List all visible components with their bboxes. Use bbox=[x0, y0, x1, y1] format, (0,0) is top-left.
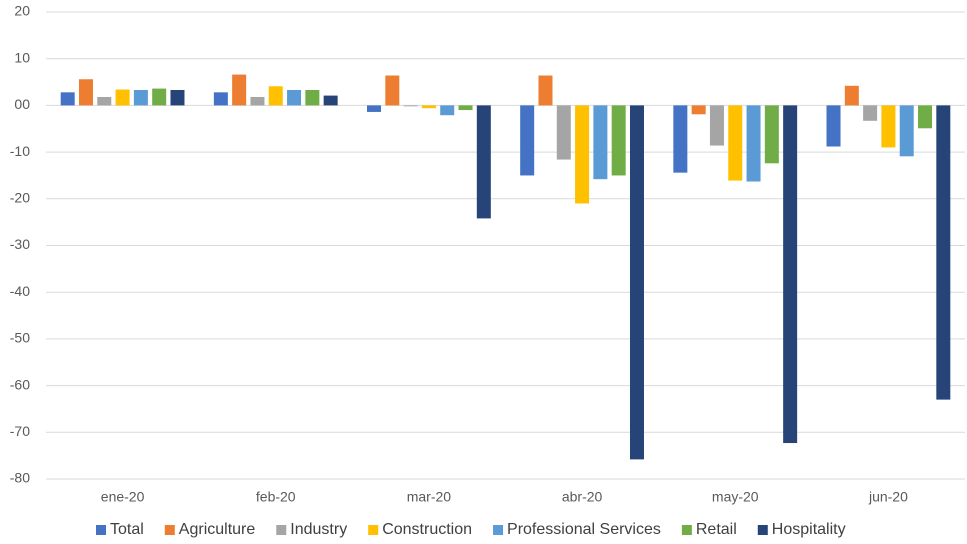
bar bbox=[78, 79, 93, 106]
bar bbox=[403, 105, 418, 107]
bar bbox=[538, 75, 553, 106]
y-tick-label: 00 bbox=[14, 96, 30, 112]
legend-swatch bbox=[757, 525, 768, 535]
bar bbox=[728, 105, 743, 181]
bar bbox=[936, 105, 951, 400]
x-tick-label: mar-20 bbox=[407, 489, 452, 505]
bar bbox=[629, 105, 644, 460]
legend-swatch bbox=[368, 525, 379, 535]
bar bbox=[305, 89, 320, 106]
x-tick-label: abr-20 bbox=[562, 489, 603, 505]
bar bbox=[709, 105, 724, 146]
bar bbox=[213, 92, 228, 106]
bar bbox=[170, 89, 185, 106]
legend-label: Agriculture bbox=[179, 521, 256, 538]
y-tick-label: -20 bbox=[10, 190, 30, 206]
legend-label: Construction bbox=[382, 521, 472, 538]
legend-swatch bbox=[681, 525, 692, 535]
legend-swatch bbox=[164, 525, 175, 535]
y-tick-label: -60 bbox=[10, 376, 30, 392]
y-tick-label: 10 bbox=[14, 49, 30, 65]
legend-label: Total bbox=[110, 521, 144, 538]
bar bbox=[691, 105, 706, 115]
bar bbox=[367, 105, 382, 112]
bar bbox=[673, 105, 688, 173]
bar bbox=[556, 105, 571, 160]
bar bbox=[520, 105, 535, 176]
bar bbox=[287, 89, 302, 106]
x-tick-label: may-20 bbox=[712, 489, 759, 505]
legend-label: Industry bbox=[290, 521, 347, 538]
legend-label: Hospitality bbox=[772, 521, 846, 538]
legend-label: Professional Services bbox=[507, 521, 661, 538]
y-tick-label: 20 bbox=[14, 3, 30, 19]
bar bbox=[133, 89, 148, 106]
bar bbox=[268, 86, 283, 106]
bar bbox=[881, 105, 896, 148]
y-tick-label: -30 bbox=[10, 236, 30, 252]
x-tick-label: ene-20 bbox=[101, 489, 145, 505]
bar bbox=[575, 105, 590, 204]
y-tick-label: -10 bbox=[10, 143, 30, 159]
y-tick-label: -80 bbox=[10, 470, 30, 486]
bar bbox=[232, 74, 247, 106]
bar bbox=[611, 105, 626, 176]
x-tick-label: feb-20 bbox=[256, 489, 296, 505]
bar bbox=[323, 95, 338, 106]
bar bbox=[385, 75, 400, 106]
bar bbox=[152, 88, 167, 106]
bar bbox=[440, 105, 455, 116]
bar bbox=[97, 96, 112, 106]
legend-swatch bbox=[276, 525, 287, 535]
legend-label: Retail bbox=[696, 521, 737, 538]
bar bbox=[60, 92, 75, 106]
x-tick-label: jun-20 bbox=[868, 489, 908, 505]
y-tick-label: -40 bbox=[10, 283, 30, 299]
bar bbox=[476, 105, 491, 219]
legend-swatch bbox=[96, 525, 106, 535]
bar bbox=[115, 89, 130, 106]
bar bbox=[863, 105, 878, 121]
legend-swatch bbox=[493, 525, 504, 535]
bar bbox=[826, 105, 841, 147]
bar bbox=[899, 105, 914, 157]
bar bbox=[844, 85, 859, 106]
bar bbox=[918, 105, 933, 129]
bar bbox=[250, 96, 265, 106]
y-tick-label: -70 bbox=[10, 423, 30, 439]
bar bbox=[593, 105, 608, 180]
bar bbox=[783, 105, 798, 444]
bar bbox=[458, 105, 473, 111]
bar bbox=[421, 105, 436, 109]
bar bbox=[746, 105, 761, 182]
y-tick-label: -50 bbox=[10, 330, 30, 346]
bar bbox=[764, 105, 779, 164]
